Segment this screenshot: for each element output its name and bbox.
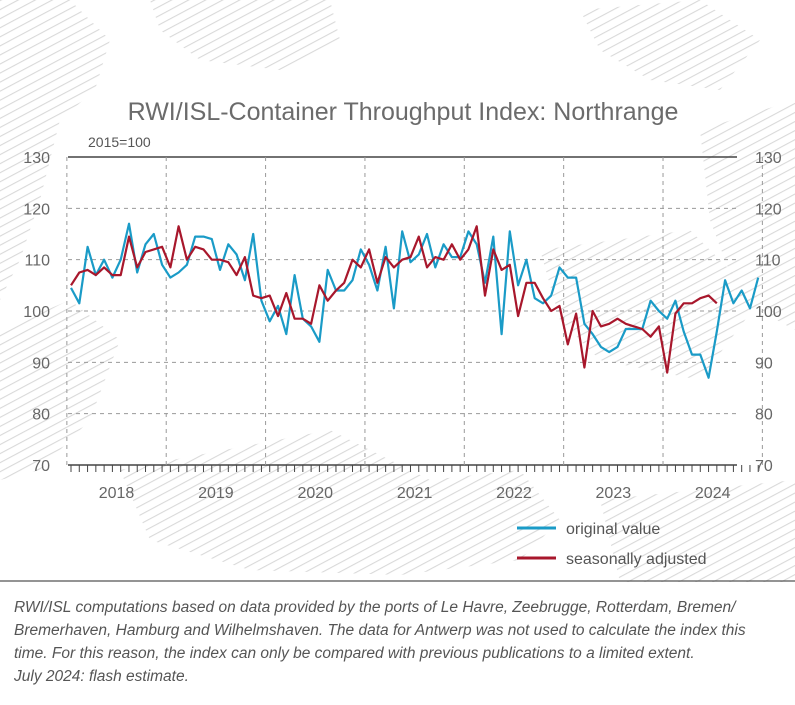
x-tick-label-year: 2024	[695, 485, 731, 502]
legend: original value seasonally adjusted	[517, 521, 707, 568]
y-tick-label-right: 130	[755, 150, 782, 167]
y-tick-label-left: 120	[23, 201, 50, 218]
footnote-line: time. For this reason, the index can onl…	[14, 645, 695, 662]
x-tick-label-year: 2018	[99, 485, 135, 502]
chart-area: 70 70 80 80 90 90 100 100 110 110 120 120 130 130 2018…	[0, 0, 795, 582]
y-tick-label-right: 80	[755, 407, 773, 424]
y-tick-label-left: 80	[32, 407, 50, 424]
footnote-line: July 2024: flash estimate.	[14, 668, 189, 685]
series-lines	[70, 222, 760, 379]
chart-subtitle: 2015=100	[88, 134, 151, 150]
y-tick-label-right: 110	[755, 253, 781, 270]
legend-label-original: original value	[566, 521, 660, 538]
chart-title: RWI/ISL-Container Throughput Index: Nort…	[128, 98, 679, 126]
x-tick-label-year: 2023	[596, 485, 632, 502]
x-tick-label-year: 2019	[198, 485, 234, 502]
series-line-adjusted	[70, 225, 718, 374]
background-map-hatching	[0, 0, 795, 582]
y-tick-label-left: 90	[32, 355, 50, 372]
y-tick-label-left: 70	[32, 458, 50, 475]
axis-labels: 70 70 80 80 90 90 100 100 110 110 120 120 130 130 2018…	[23, 150, 782, 502]
grid-lines	[66, 156, 763, 472]
y-tick-label-right: 70	[755, 458, 773, 475]
legend-label-adjusted: seasonally adjusted	[566, 551, 707, 568]
y-tick-label-right: 120	[755, 201, 782, 218]
series-line-original	[70, 222, 760, 379]
x-tick-label-year: 2021	[397, 485, 433, 502]
y-tick-label-left: 100	[23, 304, 50, 321]
x-tick-label-year: 2022	[496, 485, 532, 502]
y-tick-label-left: 130	[23, 150, 50, 167]
footnote-line: RWI/ISL computations based on data provi…	[14, 599, 736, 616]
footnote: RWI/ISL computations based on data provi…	[14, 596, 784, 688]
x-tick-label-year: 2020	[297, 485, 333, 502]
footnote-line: Bremerhaven, Hamburg and Wilhelmshaven. …	[14, 622, 746, 639]
y-tick-label-right: 90	[755, 355, 773, 372]
y-tick-label-left: 110	[24, 253, 50, 270]
y-tick-label-right: 100	[755, 304, 782, 321]
line-chart: 70 70 80 80 90 90 100 100 110 110 120 120 130 130 2018…	[0, 0, 795, 582]
